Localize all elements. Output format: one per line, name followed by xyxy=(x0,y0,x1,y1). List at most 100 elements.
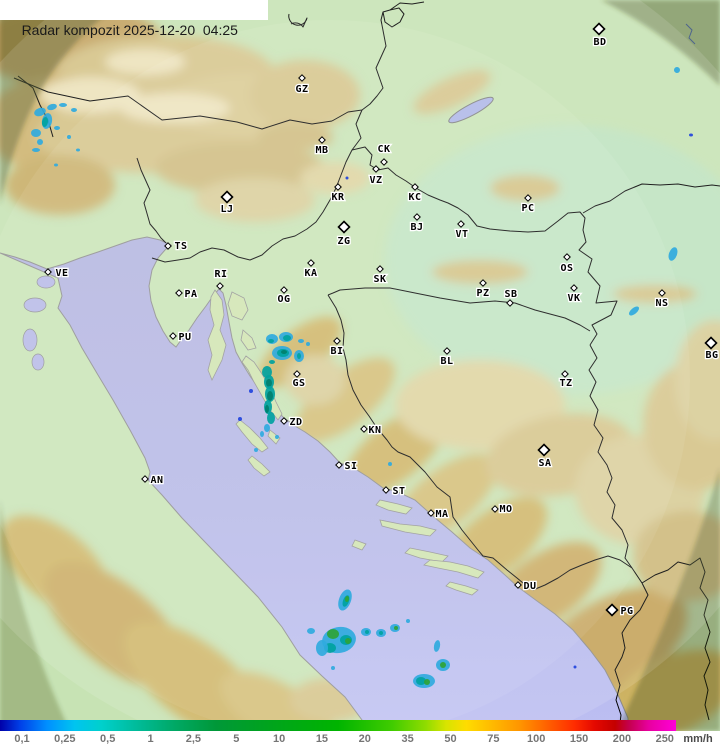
radar-echo xyxy=(307,628,315,634)
radar-echo xyxy=(249,389,253,393)
city-label: GZ xyxy=(295,84,308,95)
legend-tick: 250 xyxy=(655,733,674,745)
city-bg: BG xyxy=(704,336,719,362)
radar-echo xyxy=(31,129,41,137)
city-label: KC xyxy=(408,192,421,203)
city-sa: SA xyxy=(537,443,552,470)
legend-tick: 20 xyxy=(358,733,371,745)
legend-tick: 5 xyxy=(233,733,240,745)
city-marker-diamond xyxy=(360,425,368,433)
city-label: PA xyxy=(184,289,197,300)
legend-tick: 150 xyxy=(569,733,589,745)
city-label: TS xyxy=(174,241,187,252)
city-label: VZ xyxy=(369,175,382,186)
city-ka: KA xyxy=(303,259,318,280)
city-marker-diamond xyxy=(334,183,342,191)
city-marker-diamond xyxy=(457,220,465,228)
city-label: BG xyxy=(705,350,718,361)
legend-tick: 75 xyxy=(487,733,500,745)
city-marker-diamond xyxy=(561,370,569,378)
city-label: AN xyxy=(150,475,163,486)
city-marker-diamond xyxy=(216,282,224,290)
radar-echo xyxy=(440,662,446,668)
city-mb: MB xyxy=(314,136,329,157)
city-label: MB xyxy=(315,145,328,156)
city-label: PU xyxy=(178,332,191,343)
radar-echo xyxy=(264,424,270,432)
city-mo: MO xyxy=(491,503,513,516)
title-bar: Radar kompozit 2025-12-20 04:25 xyxy=(0,0,268,38)
radar-echo xyxy=(365,630,369,634)
city-label: TZ xyxy=(559,378,572,389)
city-marker-diamond xyxy=(293,370,301,378)
city-marker-diamond xyxy=(175,289,183,297)
city-bl: BL xyxy=(439,347,454,368)
radar-echo xyxy=(297,353,301,359)
city-label: VK xyxy=(567,293,580,304)
radar-echo xyxy=(47,103,57,111)
city-marker-diamond xyxy=(164,242,172,250)
city-marker-diamond xyxy=(537,443,551,457)
city-marker-diamond xyxy=(658,289,666,297)
radar-echo xyxy=(268,339,274,343)
radar-echo xyxy=(59,103,67,107)
city-ts: TS xyxy=(164,240,188,253)
legend-tick-labels: 0,1 0,25 0,5 1 2,5 5 10 15 20 35 50 75 100 150 200 250 m… xyxy=(0,733,720,750)
radar-echo xyxy=(281,350,287,354)
city-marker-diamond xyxy=(335,461,343,469)
city-os: OS xyxy=(559,253,574,275)
radar-echo xyxy=(416,677,426,685)
city-si: SI xyxy=(335,460,358,473)
city-ma: MA xyxy=(427,508,449,521)
city-label: MO xyxy=(499,504,512,515)
legend-tick: 10 xyxy=(272,733,286,745)
radar-echo xyxy=(41,117,49,127)
city-label: DU xyxy=(523,581,536,592)
city-label: OG xyxy=(277,294,290,305)
venice-lagoon xyxy=(22,275,56,371)
radar-echo xyxy=(238,417,242,421)
city-label: BJ xyxy=(410,222,423,233)
city-bd: BD xyxy=(592,22,607,49)
legend-tick: 35 xyxy=(401,733,414,745)
city-sk: SK xyxy=(372,265,387,286)
radar-echo xyxy=(379,631,383,635)
city-pz: PZ xyxy=(475,279,490,300)
legend-tick: 0,25 xyxy=(54,733,76,745)
city-ns: NS xyxy=(654,289,669,310)
radar-echo xyxy=(674,67,680,73)
city-marker-diamond xyxy=(44,268,52,276)
city-label: VE xyxy=(55,268,68,279)
radar-echo xyxy=(433,640,441,652)
city-label: SI xyxy=(344,461,357,472)
radar-echo xyxy=(327,629,339,639)
city-label: MA xyxy=(435,509,448,520)
city-marker-diamond xyxy=(220,190,234,204)
city-pg: PG xyxy=(605,603,634,618)
city-og: OG xyxy=(276,286,291,306)
city-marker-diamond xyxy=(141,475,149,483)
city-marker-diamond xyxy=(280,286,288,294)
city-marker-diamond xyxy=(491,505,499,513)
precipitation-echoes xyxy=(31,67,693,688)
city-kn: KN xyxy=(360,424,382,437)
city-label: CK xyxy=(377,144,390,155)
radar-echo xyxy=(265,405,269,413)
radar-echo xyxy=(316,640,328,656)
city-marker-diamond xyxy=(563,253,571,261)
legend-tick: 2,5 xyxy=(185,733,202,745)
lake-balaton xyxy=(448,96,494,124)
radar-echo xyxy=(266,379,272,387)
city-pu: PU xyxy=(169,331,192,344)
city-tz: TZ xyxy=(558,370,573,390)
city-label: VT xyxy=(455,229,468,240)
legend-tick: 200 xyxy=(612,733,632,745)
city-marker-diamond xyxy=(169,332,177,340)
city-marker-diamond xyxy=(298,74,306,82)
city-marker-diamond xyxy=(479,279,487,287)
radar-echo xyxy=(406,619,410,623)
city-label: PZ xyxy=(476,288,489,299)
city-marker-diamond xyxy=(605,603,619,617)
radar-echo xyxy=(306,342,310,346)
city-marker-diamond xyxy=(411,183,419,191)
